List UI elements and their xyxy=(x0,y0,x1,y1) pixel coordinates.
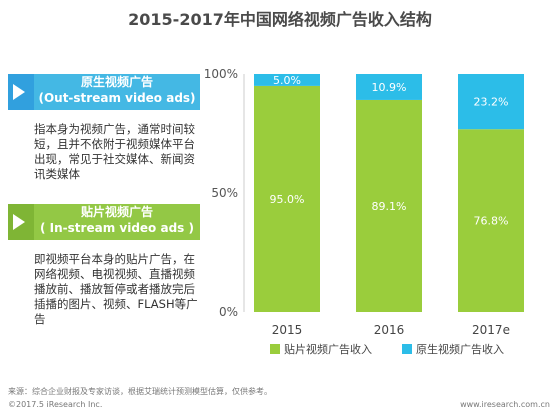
x-tick-label: 2015 xyxy=(272,323,303,337)
data-label: 95.0% xyxy=(270,193,305,206)
bar-segment xyxy=(356,99,422,312)
play-arrow-icon xyxy=(8,74,34,110)
copyright-note: ©2017.5 iResearch Inc. xyxy=(8,400,103,409)
bar-segment xyxy=(356,74,422,100)
y-tick-label: 50% xyxy=(211,186,238,200)
data-label: 5.0% xyxy=(273,74,301,87)
site-note: www.iresearch.com.cn xyxy=(460,400,550,409)
bar-segment xyxy=(254,74,320,86)
bar-segment xyxy=(458,129,524,312)
x-tick-label: 2017e xyxy=(472,323,510,337)
legend-label: 原生视频广告收入 xyxy=(416,342,504,356)
bar-segment xyxy=(254,85,320,313)
in-stream-label-en: ( In-stream video ads ) xyxy=(40,221,194,235)
bar-segment xyxy=(458,74,524,130)
y-tick-label: 100% xyxy=(204,67,238,81)
in-stream-label-cn: 贴片视频广告 xyxy=(80,205,153,219)
out-stream-label-cn: 原生视频广告 xyxy=(80,75,153,89)
out-stream-definition-box: 原生视频广告 (Out-stream video ads) xyxy=(8,74,200,110)
legend-swatch xyxy=(270,344,280,354)
data-label: 89.1% xyxy=(372,200,407,213)
data-label: 23.2% xyxy=(474,96,509,109)
out-stream-label-en: (Out-stream video ads) xyxy=(38,91,196,105)
legend-label: 贴片视频广告收入 xyxy=(284,342,372,356)
source-note: 来源：综合企业财报及专家访谈，根据艾瑞统计预测模型估算，仅供参考。 xyxy=(8,387,272,396)
play-arrow-icon xyxy=(8,204,34,240)
data-label: 10.9% xyxy=(372,81,407,94)
data-label: 76.8% xyxy=(474,215,509,228)
in-stream-definition-box: 贴片视频广告 ( In-stream video ads ) xyxy=(8,204,200,240)
y-tick-label: 0% xyxy=(219,305,238,319)
x-tick-label: 2016 xyxy=(374,323,405,337)
out-stream-description: 指本身为视频广告，通常时间较短，且并不依附于视频媒体平台出现，常见于社交媒体、新… xyxy=(34,122,195,181)
chart-title: 2015-2017年中国网络视频广告收入结构 xyxy=(128,10,432,29)
in-stream-description: 即视频平台本身的贴片广告，在网络视频、电视视频、直播视频播放前、播放暂停或者播放… xyxy=(34,252,198,326)
legend-swatch xyxy=(402,344,412,354)
